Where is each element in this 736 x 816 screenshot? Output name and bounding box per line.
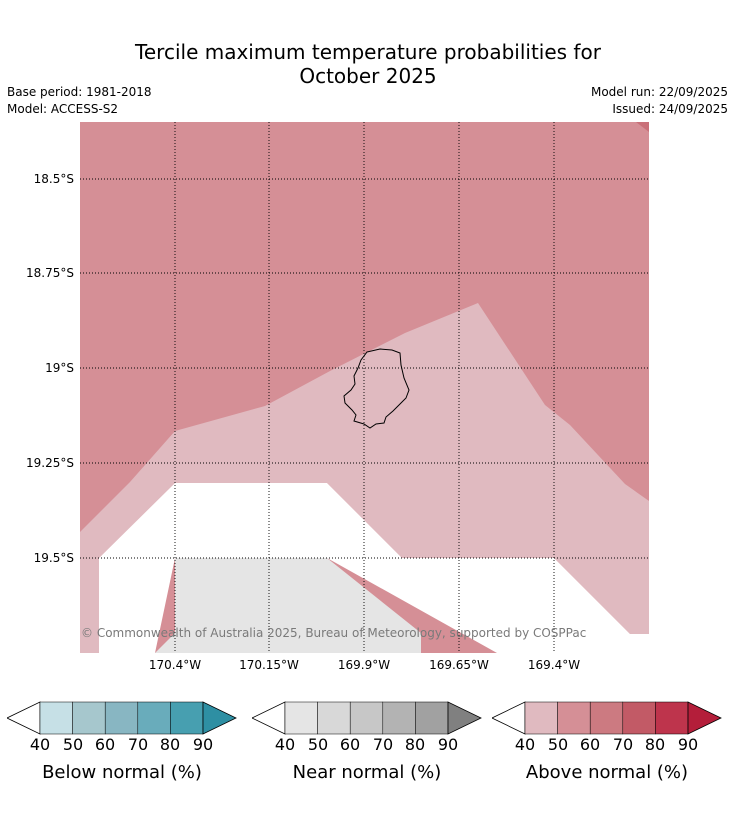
colorbar-tick: 40 [274,735,296,754]
model-name: Model: ACCESS-S2 [7,102,119,116]
colorbar-over-arrow [687,701,722,735]
colorbar-tick: 80 [159,735,181,754]
colorbar-segment [284,701,318,735]
lon-label: 170.15°W [239,658,299,672]
colorbar-tick: 50 [547,735,569,754]
above-normal-60-corner [636,122,649,132]
colorbar-under-arrow [492,701,526,735]
map-title-line2: October 2025 [299,64,437,88]
colorbar-tick: 60 [94,735,116,754]
colorbar-tick: 90 [192,735,214,754]
colorbar-segment [137,701,171,735]
issued-date: Issued: 24/09/2025 [612,102,728,116]
near-normal-label: Near normal (%) [292,762,442,783]
colorbar-tick: 70 [127,735,149,754]
model-run: Model run: 22/09/2025 [590,85,728,99]
model-info-left: Base period: 1981-2018 Model: ACCESS-S2 [7,84,152,118]
colorbar-segment [39,701,73,735]
lon-label: 170.4°W [148,658,202,672]
colorbar-segment [557,701,591,735]
near-normal-colorbar [252,701,482,735]
model-info-right: Model run: 22/09/2025 Issued: 24/09/2025 [591,84,728,118]
colorbar-segment [170,701,204,735]
colorbar-tick: 60 [339,735,361,754]
below-normal-label: Below normal (%) [42,762,202,783]
colorbar-tick: 50 [307,735,329,754]
niue-coastline [343,348,410,429]
colorbar-segment [589,701,624,735]
above-normal-colorbar [492,701,722,735]
lat-label: 19.25°S [26,456,74,470]
colorbar-segment [622,701,656,735]
above-normal-label: Above normal (%) [525,762,689,783]
colorbar-tick: 80 [404,735,426,754]
colorbar-under-arrow [252,701,286,735]
near-normal-40-region [155,558,421,653]
lon-label: 169.4°W [527,658,581,672]
colorbar-segment [415,701,449,735]
colorbar-segment [655,701,689,735]
colorbar-segment [349,701,384,735]
colorbar-tick: 90 [677,735,699,754]
colorbar-segment [104,701,139,735]
colorbar-tick: 40 [29,735,51,754]
colorbar-under-arrow [7,701,41,735]
colorbar-segment [382,701,416,735]
colorbar-segment [72,701,106,735]
below-normal-colorbar [7,701,237,735]
map-title-line1: Tercile maximum temperature probabilitie… [135,40,601,64]
colorbar-over-arrow [202,701,237,735]
colorbar-tick: 90 [437,735,459,754]
colorbar-segment [524,701,558,735]
copyright-notice: © Commonwealth of Australia 2025, Bureau… [81,626,587,640]
colorbar-tick: 70 [372,735,394,754]
colorbar-over-arrow [447,701,482,735]
lat-label: 18.5°S [33,172,74,186]
colorbar-tick: 40 [514,735,536,754]
map-area [80,122,649,653]
colorbar-tick: 60 [579,735,601,754]
base-period: Base period: 1981-2018 [7,85,152,99]
colorbar-segment [317,701,351,735]
lon-label: 169.9°W [337,658,391,672]
colorbar-tick: 80 [644,735,666,754]
lat-label: 18.75°S [26,266,74,280]
neutral-region [80,483,649,653]
lon-label: 169.65°W [429,658,489,672]
colorbar-tick: 70 [612,735,634,754]
above-normal-40-region [80,303,649,653]
lat-label: 19.5°S [33,551,74,565]
colorbar-tick: 50 [62,735,84,754]
lat-label: 19°S [45,361,74,375]
